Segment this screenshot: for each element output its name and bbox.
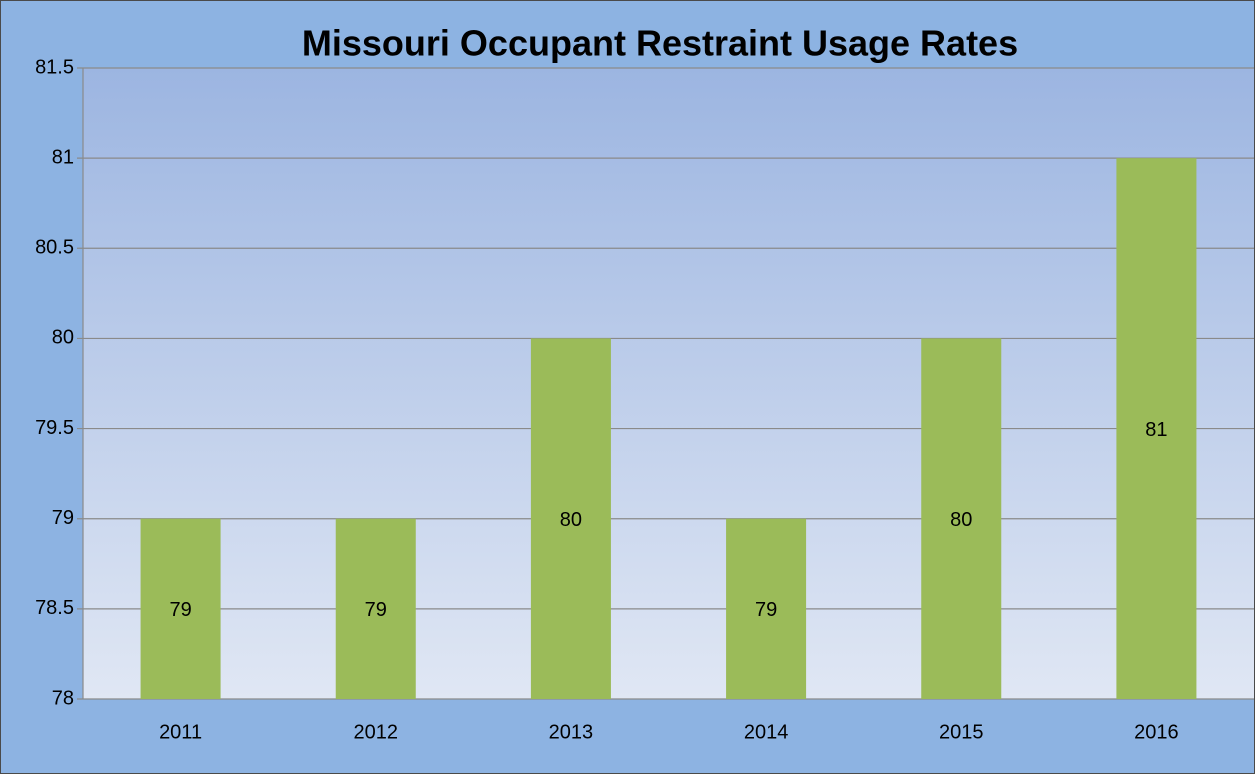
y-tick-label: 78.5 (35, 597, 74, 619)
y-tick-label: 80 (52, 327, 74, 349)
bar (1116, 158, 1197, 700)
data-label: 80 (560, 509, 582, 531)
y-tick-label: 79.5 (35, 417, 74, 439)
y-tick-label: 78 (52, 687, 74, 709)
data-label: 80 (950, 509, 972, 531)
x-tick-label: 2014 (744, 721, 789, 743)
bar (140, 518, 221, 699)
y-tick-label: 81.5 (35, 56, 74, 78)
y-tick-label: 79 (52, 507, 74, 529)
data-label: 79 (169, 599, 191, 621)
x-tick-label: 2013 (549, 721, 594, 743)
x-tick-label: 2016 (1134, 721, 1179, 743)
x-tick-label: 2011 (159, 721, 202, 743)
y-tick-label: 81 (52, 146, 74, 168)
data-label: 81 (1145, 419, 1167, 441)
bar (530, 338, 611, 699)
x-tick-label: 2012 (354, 721, 399, 743)
data-label: 79 (365, 599, 387, 621)
bar (335, 518, 416, 699)
bar (726, 518, 807, 699)
x-tick-label: 2015 (939, 721, 984, 743)
chart-title: Missouri Occupant Restraint Usage Rates (302, 23, 1018, 64)
data-label: 79 (755, 599, 777, 621)
plot-area (83, 68, 1254, 699)
bar (921, 338, 1002, 699)
y-tick-label: 80.5 (35, 237, 74, 259)
